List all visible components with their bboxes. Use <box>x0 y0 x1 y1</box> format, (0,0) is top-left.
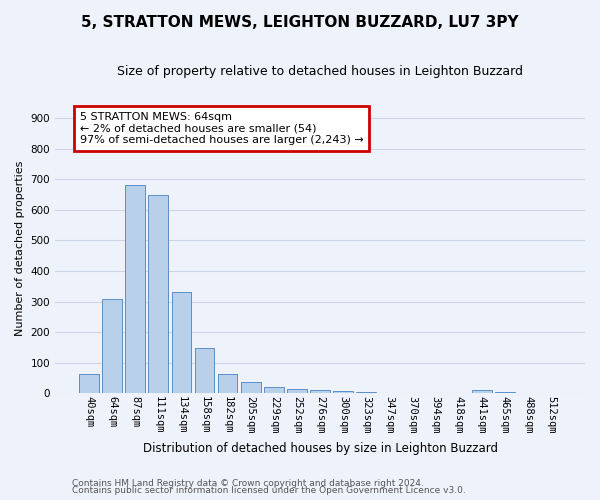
Bar <box>472 390 491 394</box>
Bar <box>148 194 168 394</box>
Y-axis label: Number of detached properties: Number of detached properties <box>15 160 25 336</box>
Text: Contains public sector information licensed under the Open Government Licence v3: Contains public sector information licen… <box>72 486 466 495</box>
Text: Contains HM Land Registry data © Crown copyright and database right 2024.: Contains HM Land Registry data © Crown c… <box>72 478 424 488</box>
Bar <box>218 374 238 394</box>
Bar <box>334 391 353 394</box>
Bar <box>287 389 307 394</box>
Bar <box>310 390 330 394</box>
Bar <box>125 186 145 394</box>
Bar <box>172 292 191 394</box>
Bar <box>356 392 376 394</box>
Text: 5 STRATTON MEWS: 64sqm
← 2% of detached houses are smaller (54)
97% of semi-deta: 5 STRATTON MEWS: 64sqm ← 2% of detached … <box>80 112 364 145</box>
Bar <box>102 298 122 394</box>
Bar <box>194 348 214 394</box>
Bar <box>79 374 99 394</box>
Bar <box>241 382 260 394</box>
Text: 5, STRATTON MEWS, LEIGHTON BUZZARD, LU7 3PY: 5, STRATTON MEWS, LEIGHTON BUZZARD, LU7 … <box>81 15 519 30</box>
Bar <box>264 386 284 394</box>
X-axis label: Distribution of detached houses by size in Leighton Buzzard: Distribution of detached houses by size … <box>143 442 497 455</box>
Title: Size of property relative to detached houses in Leighton Buzzard: Size of property relative to detached ho… <box>117 65 523 78</box>
Bar <box>495 392 515 394</box>
